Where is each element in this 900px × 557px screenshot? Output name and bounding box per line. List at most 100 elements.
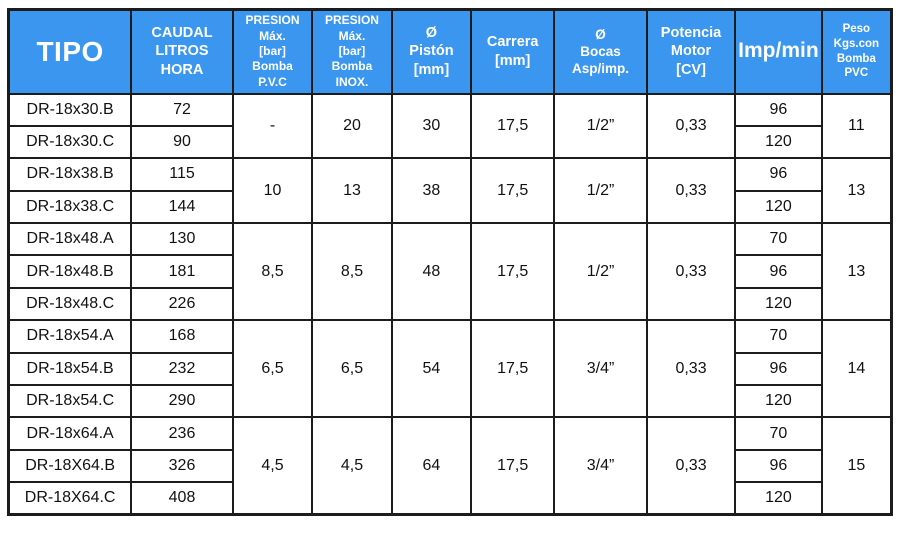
table-header: TIPO CAUDAL LITROS HORA PRESION Máx. [bar]… xyxy=(7,8,893,95)
cell-imp: 120 xyxy=(734,481,823,516)
table-row: DR-18x48.C 226 120 xyxy=(7,286,892,322)
table-row: DR-18x30.B 72-20 30 17,5 1/2” 0,33 96 11 xyxy=(7,92,893,160)
cell-caudal: 290 xyxy=(130,384,234,419)
table-row: DR-18x54.A 168 6,5 6,5 54 17,5 3/4” 0,33 70 14 xyxy=(7,319,893,419)
catalog-page: TIPO CAUDAL LITROS HORA PRESION Máx. [bar]… xyxy=(7,8,893,517)
table-row: DR-18x54.B 232 96 xyxy=(7,351,892,387)
table-row: DR-18x30.C 90 120 xyxy=(7,124,892,160)
cell-bocas: 3/4” xyxy=(553,319,648,419)
cell-presion_pvc: - xyxy=(231,92,314,160)
cell-caudal: 144 xyxy=(130,189,234,225)
cell-imp: 96 xyxy=(734,351,823,387)
cell-imp: 120 xyxy=(734,124,823,160)
cell-tipo: DR-18X64.C xyxy=(7,481,133,516)
cell-carrera: 17,5 xyxy=(470,222,556,322)
cell-piston: 54 xyxy=(390,319,473,419)
table-row: DR-18x38.B 115 10 13 38 17,5 1/2” 0,33 96 13 xyxy=(7,157,893,225)
table-row: DR-18x38.C 144 120 xyxy=(7,189,892,225)
cell-imp: 120 xyxy=(734,286,823,322)
cell-imp: 96 xyxy=(734,157,823,192)
cell-imp: 70 xyxy=(734,222,823,257)
table-row: DR-18x48.A 130 8,5 8,5 48 17,5 1/2” 0,33 70 13 xyxy=(7,222,893,322)
cell-imp: 96 xyxy=(734,254,823,289)
cell-presion_pvc: 4,5 xyxy=(231,416,314,516)
cell-imp: 120 xyxy=(734,189,823,225)
cell-piston: 38 xyxy=(390,157,473,225)
table-row: DR-18x64.A 236 4,5 4,5 64 17,5 3/4” 0,33 70 15 xyxy=(7,416,893,516)
cell-caudal: 326 xyxy=(130,448,234,484)
cell-imp: 96 xyxy=(734,448,823,484)
cell-carrera: 17,5 xyxy=(470,157,556,225)
cell-potencia: 0,33 xyxy=(645,92,737,160)
col-header-caudal: CAUDAL LITROS HORA xyxy=(130,8,234,95)
cell-caudal: 168 xyxy=(130,319,234,354)
cell-imp: 120 xyxy=(734,384,823,419)
col-header-peso: Peso Kgs.con Bomba PVC xyxy=(820,8,893,95)
cell-potencia: 0,33 xyxy=(645,157,737,225)
cell-tipo: DR-18x64.A xyxy=(7,416,133,451)
cell-peso: 14 xyxy=(820,319,893,419)
cell-potencia: 0,33 xyxy=(645,319,737,419)
cell-tipo: DR-18x38.B xyxy=(7,157,133,192)
cell-potencia: 0,33 xyxy=(645,416,737,516)
cell-presion_inox: 8,5 xyxy=(311,222,393,322)
cell-presion_inox: 20 xyxy=(311,92,393,160)
cell-peso: 13 xyxy=(820,157,893,225)
cell-presion_inox: 6,5 xyxy=(311,319,393,419)
cell-caudal: 130 xyxy=(130,222,234,257)
col-header-presion_inox: PRESION Máx. [bar] Bomba INOX. xyxy=(311,8,393,95)
header-row: TIPO CAUDAL LITROS HORA PRESION Máx. [bar]… xyxy=(7,8,893,95)
col-header-tipo: TIPO xyxy=(7,8,133,95)
cell-tipo: DR-18x54.C xyxy=(7,384,133,419)
cell-tipo: DR-18x30.C xyxy=(7,124,133,160)
cell-imp: 96 xyxy=(734,92,823,127)
cell-presion_pvc: 6,5 xyxy=(231,319,314,419)
cell-caudal: 408 xyxy=(130,481,234,516)
cell-imp: 70 xyxy=(734,319,823,354)
cell-bocas: 1/2” xyxy=(553,92,648,160)
cell-tipo: DR-18x48.C xyxy=(7,286,133,322)
cell-tipo: DR-18x54.A xyxy=(7,319,133,354)
pump-spec-table: TIPO CAUDAL LITROS HORA PRESION Máx. [bar]… xyxy=(7,8,893,517)
cell-caudal: 72 xyxy=(130,92,234,127)
cell-imp: 70 xyxy=(734,416,823,451)
cell-tipo: DR-18x38.C xyxy=(7,189,133,225)
cell-caudal: 181 xyxy=(130,254,234,289)
cell-potencia: 0,33 xyxy=(645,222,737,322)
cell-peso: 13 xyxy=(820,222,893,322)
table-row: DR-18x54.C 290 120 xyxy=(7,384,892,419)
cell-carrera: 17,5 xyxy=(470,416,556,516)
col-header-potencia: Potencia Motor [CV] xyxy=(645,8,737,95)
cell-bocas: 1/2” xyxy=(553,222,648,322)
cell-piston: 48 xyxy=(390,222,473,322)
cell-piston: 30 xyxy=(390,92,473,160)
cell-caudal: 226 xyxy=(130,286,234,322)
cell-peso: 15 xyxy=(820,416,893,516)
col-header-bocas: Ø Bocas Asp/imp. xyxy=(553,8,648,95)
col-header-piston: Ø Pistón [mm] xyxy=(390,8,473,95)
cell-piston: 64 xyxy=(390,416,473,516)
table-row: DR-18X64.C 408 120 xyxy=(7,481,892,516)
cell-presion_inox: 13 xyxy=(311,157,393,225)
table-row: DR-18x48.B 181 96 xyxy=(7,254,892,289)
cell-tipo: DR-18X64.B xyxy=(7,448,133,484)
cell-presion_pvc: 8,5 xyxy=(231,222,314,322)
cell-caudal: 236 xyxy=(130,416,234,451)
cell-carrera: 17,5 xyxy=(470,319,556,419)
cell-tipo: DR-18x48.A xyxy=(7,222,133,257)
cell-caudal: 115 xyxy=(130,157,234,192)
cell-bocas: 3/4” xyxy=(553,416,648,516)
cell-tipo: DR-18x48.B xyxy=(7,254,133,289)
cell-bocas: 1/2” xyxy=(553,157,648,225)
cell-caudal: 232 xyxy=(130,351,234,387)
cell-peso: 11 xyxy=(820,92,893,160)
cell-presion_pvc: 10 xyxy=(231,157,314,225)
col-header-presion_pvc: PRESION Máx. [bar] Bomba P.V.C xyxy=(231,8,314,95)
table-row: DR-18X64.B 326 96 xyxy=(7,448,892,484)
col-header-carrera: Carrera [mm] xyxy=(470,8,556,95)
cell-carrera: 17,5 xyxy=(470,92,556,160)
cell-presion_inox: 4,5 xyxy=(311,416,393,516)
cell-caudal: 90 xyxy=(130,124,234,160)
cell-tipo: DR-18x54.B xyxy=(7,351,133,387)
table-body: DR-18x30.B 72-20 30 17,5 1/2” 0,33 96 11 DR-18x3… xyxy=(7,92,893,516)
